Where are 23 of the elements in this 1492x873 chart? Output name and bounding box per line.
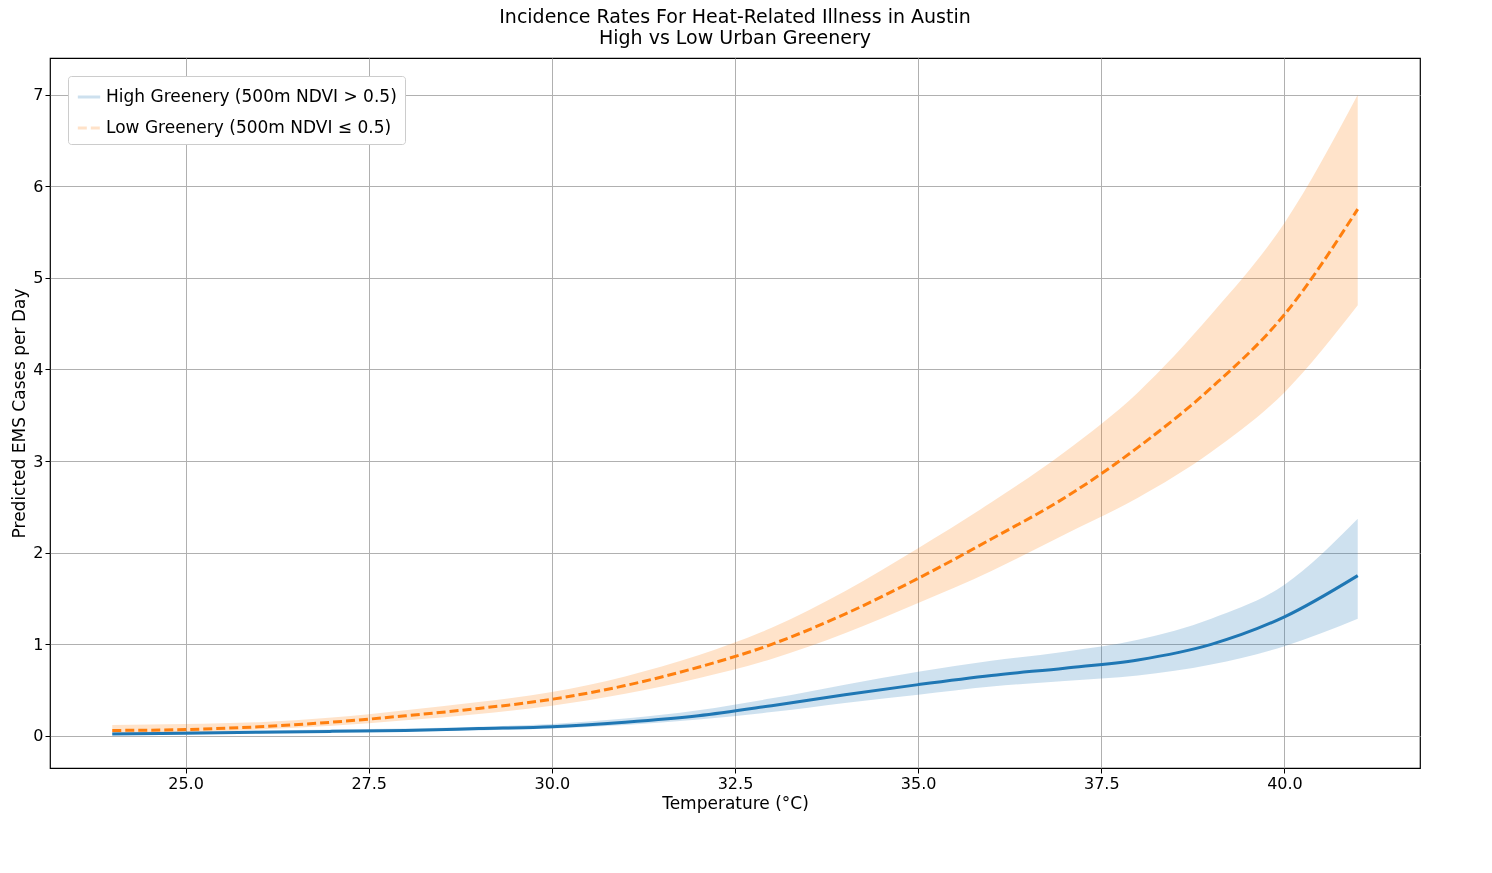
x-tick-label: 32.5 <box>717 773 754 793</box>
line-series <box>110 207 1360 732</box>
y-tick-label: 2 <box>33 543 44 563</box>
line-series <box>110 574 1360 736</box>
legend-label: Low Greenery (500m NDVI ≤ 0.5) <box>106 117 392 137</box>
legend-label: High Greenery (500m NDVI > 0.5) <box>106 86 397 106</box>
x-axis-title: Temperature (°C) <box>661 792 809 813</box>
x-tick-label: 40.0 <box>1267 773 1303 793</box>
x-tick-label: 35.0 <box>900 773 937 793</box>
chart-subtitle: High vs Low Urban Greenery <box>598 26 872 48</box>
y-axis-title: Predicted EMS Cases per Day <box>9 288 30 539</box>
y-tick-label: 0 <box>33 726 44 746</box>
x-tick-label: 30.0 <box>534 773 571 793</box>
y-tick-label: 5 <box>33 268 44 288</box>
y-tick-label: 7 <box>33 85 44 105</box>
y-tick-label: 4 <box>33 359 44 379</box>
y-tick-label: 1 <box>33 634 44 654</box>
chart-title: Incidence Rates For Heat-Related Illness in Austin <box>499 5 971 27</box>
x-tick-label: 37.5 <box>1084 773 1120 793</box>
x-tick-label: 25.0 <box>168 773 204 793</box>
y-tick-label: 6 <box>33 176 44 196</box>
x-tick-label: 27.5 <box>351 773 387 793</box>
y-tick-label: 3 <box>33 451 44 471</box>
